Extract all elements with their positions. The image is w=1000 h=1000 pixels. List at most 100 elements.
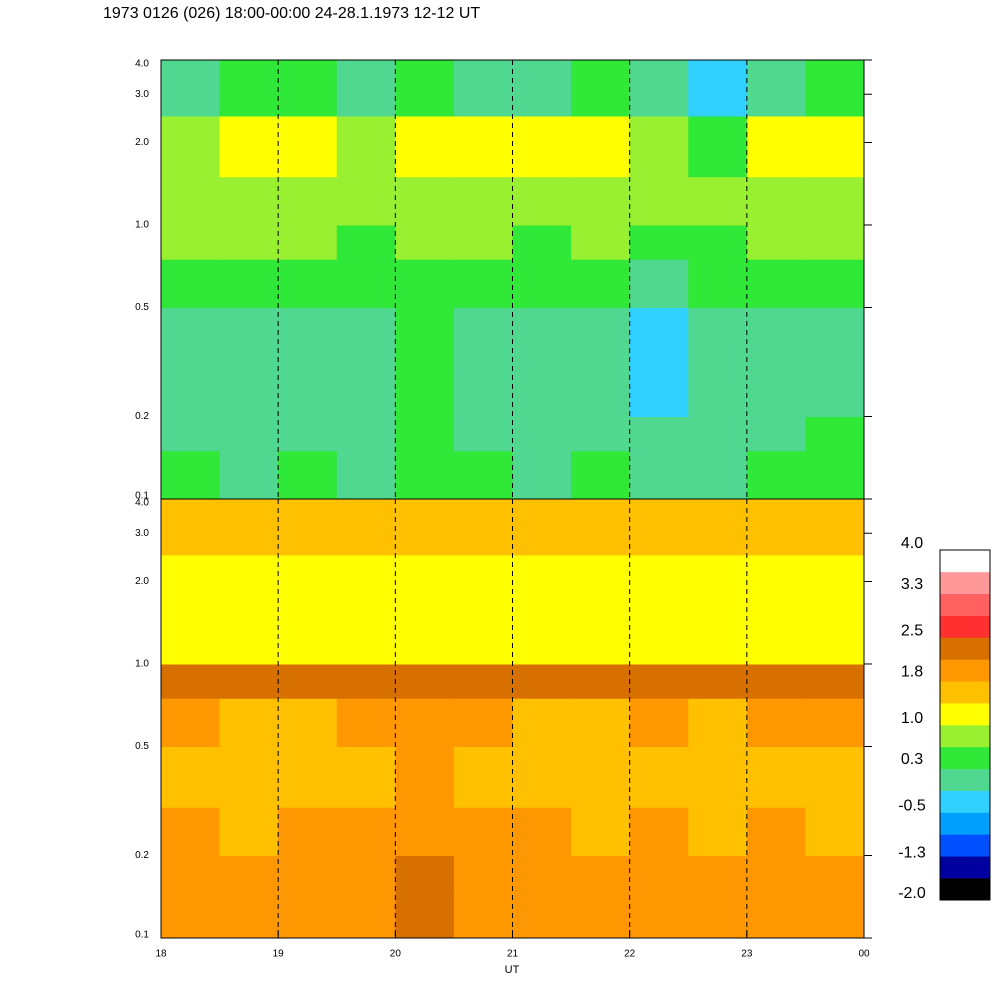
heatmap-cell xyxy=(746,60,806,117)
colorbar-band xyxy=(940,703,990,726)
y-tick-label: 1.0 xyxy=(135,659,149,670)
heatmap-cell xyxy=(805,889,865,939)
colorbar-frame xyxy=(939,549,991,901)
heatmap-cell xyxy=(219,416,279,452)
heatmap-cell xyxy=(746,368,806,418)
heatmap-cell xyxy=(395,554,455,617)
y-tick-label: 0.1 xyxy=(135,930,149,941)
x-tick-label: 00 xyxy=(858,949,870,960)
heatmap-cell xyxy=(629,807,689,857)
heatmap-cell xyxy=(453,450,513,500)
heatmap-cell xyxy=(278,416,338,452)
heatmap-cell xyxy=(571,60,631,117)
colorbar-band xyxy=(940,593,990,616)
colorbar-label: 3.3 xyxy=(901,576,923,593)
heatmap-cell xyxy=(805,368,865,418)
heatmap-cell xyxy=(746,807,806,857)
heatmap-cell xyxy=(571,224,631,260)
heatmap-cell xyxy=(395,307,455,369)
heatmap-cell xyxy=(688,554,748,617)
heatmap-cell xyxy=(336,259,396,308)
heatmap-cell xyxy=(688,807,748,857)
x-tick-label: 20 xyxy=(390,949,402,960)
heatmap-cell xyxy=(161,807,221,857)
colorbar-label: 1.0 xyxy=(901,710,923,727)
heatmap-cell xyxy=(512,698,572,747)
heatmap-cell xyxy=(278,663,338,699)
heatmap-cell xyxy=(629,663,689,699)
heatmap-cell xyxy=(512,554,572,617)
heatmap-cell xyxy=(688,499,748,556)
heatmap-cell xyxy=(629,698,689,747)
x-tick-label: 22 xyxy=(624,949,636,960)
colorbar-band xyxy=(940,878,990,901)
heatmap-cell xyxy=(688,115,748,178)
heatmap-cell xyxy=(746,416,806,452)
heatmap-cell xyxy=(395,855,455,891)
colorbar-band xyxy=(940,856,990,879)
heatmap-cell xyxy=(336,554,396,617)
y-tick-label: 0.2 xyxy=(135,411,149,422)
heatmap-cell xyxy=(219,176,279,226)
y-tick-label: 4.0 xyxy=(135,498,149,509)
heatmap-cell xyxy=(453,224,513,260)
heatmap-cell xyxy=(219,554,279,617)
y-tick-label: 2.0 xyxy=(135,576,149,587)
heatmap-cell xyxy=(278,499,338,556)
heatmap-cell xyxy=(512,450,572,500)
plot-frame xyxy=(160,498,865,939)
heatmap-cell xyxy=(805,450,865,500)
colorbar-band xyxy=(940,550,990,573)
heatmap-cell xyxy=(336,746,396,808)
heatmap-cell xyxy=(219,807,279,857)
heatmap-cell xyxy=(571,554,631,617)
colorbar-band xyxy=(940,746,990,770)
heatmap-cell xyxy=(688,259,748,308)
heatmap-cell xyxy=(512,259,572,308)
heatmap-cell xyxy=(161,259,221,308)
heatmap-cell xyxy=(336,450,396,500)
heatmap-cell xyxy=(571,115,631,178)
heatmap-cell xyxy=(395,60,455,117)
heatmap-cell xyxy=(219,259,279,308)
heatmap-cell xyxy=(571,499,631,556)
heatmap-cell xyxy=(746,307,806,369)
heatmap-cell xyxy=(278,259,338,308)
heatmap-cell xyxy=(512,115,572,178)
heatmap-cell xyxy=(805,663,865,699)
heatmap-cell xyxy=(161,307,221,369)
heatmap-cell xyxy=(278,307,338,369)
colorbar-label: -1.3 xyxy=(898,844,926,861)
heatmap-cell xyxy=(571,889,631,939)
heatmap-cell xyxy=(395,746,455,808)
heatmap-cell xyxy=(805,499,865,556)
heatmap-cell xyxy=(278,698,338,747)
y-tick-label: 0.1 xyxy=(135,491,149,502)
heatmap-cell xyxy=(278,115,338,178)
heatmap-cell xyxy=(571,368,631,418)
heatmap-cell xyxy=(219,368,279,418)
heatmap-cell xyxy=(805,60,865,117)
colorbar-label: 0.3 xyxy=(901,751,923,768)
heatmap-cell xyxy=(453,259,513,308)
heatmap-cell xyxy=(629,60,689,117)
heatmap-cell xyxy=(629,855,689,891)
heatmap-cell xyxy=(629,746,689,808)
heatmap-cell xyxy=(278,368,338,418)
heatmap-cell xyxy=(278,176,338,226)
heatmap-cell xyxy=(746,450,806,500)
heatmap-cell xyxy=(278,855,338,891)
colorbar-label: 4.0 xyxy=(901,535,923,552)
heatmap-cell xyxy=(746,855,806,891)
heatmap-cell xyxy=(336,855,396,891)
heatmap-cell xyxy=(805,259,865,308)
y-tick-label: 1.0 xyxy=(135,220,149,231)
colorbar-band xyxy=(940,768,990,791)
heatmap-cell xyxy=(805,698,865,747)
heatmap-cell xyxy=(453,698,513,747)
heatmap-cell xyxy=(453,60,513,117)
heatmap-cell xyxy=(688,224,748,260)
heatmap-cell xyxy=(161,115,221,178)
heatmap-cell xyxy=(512,307,572,369)
